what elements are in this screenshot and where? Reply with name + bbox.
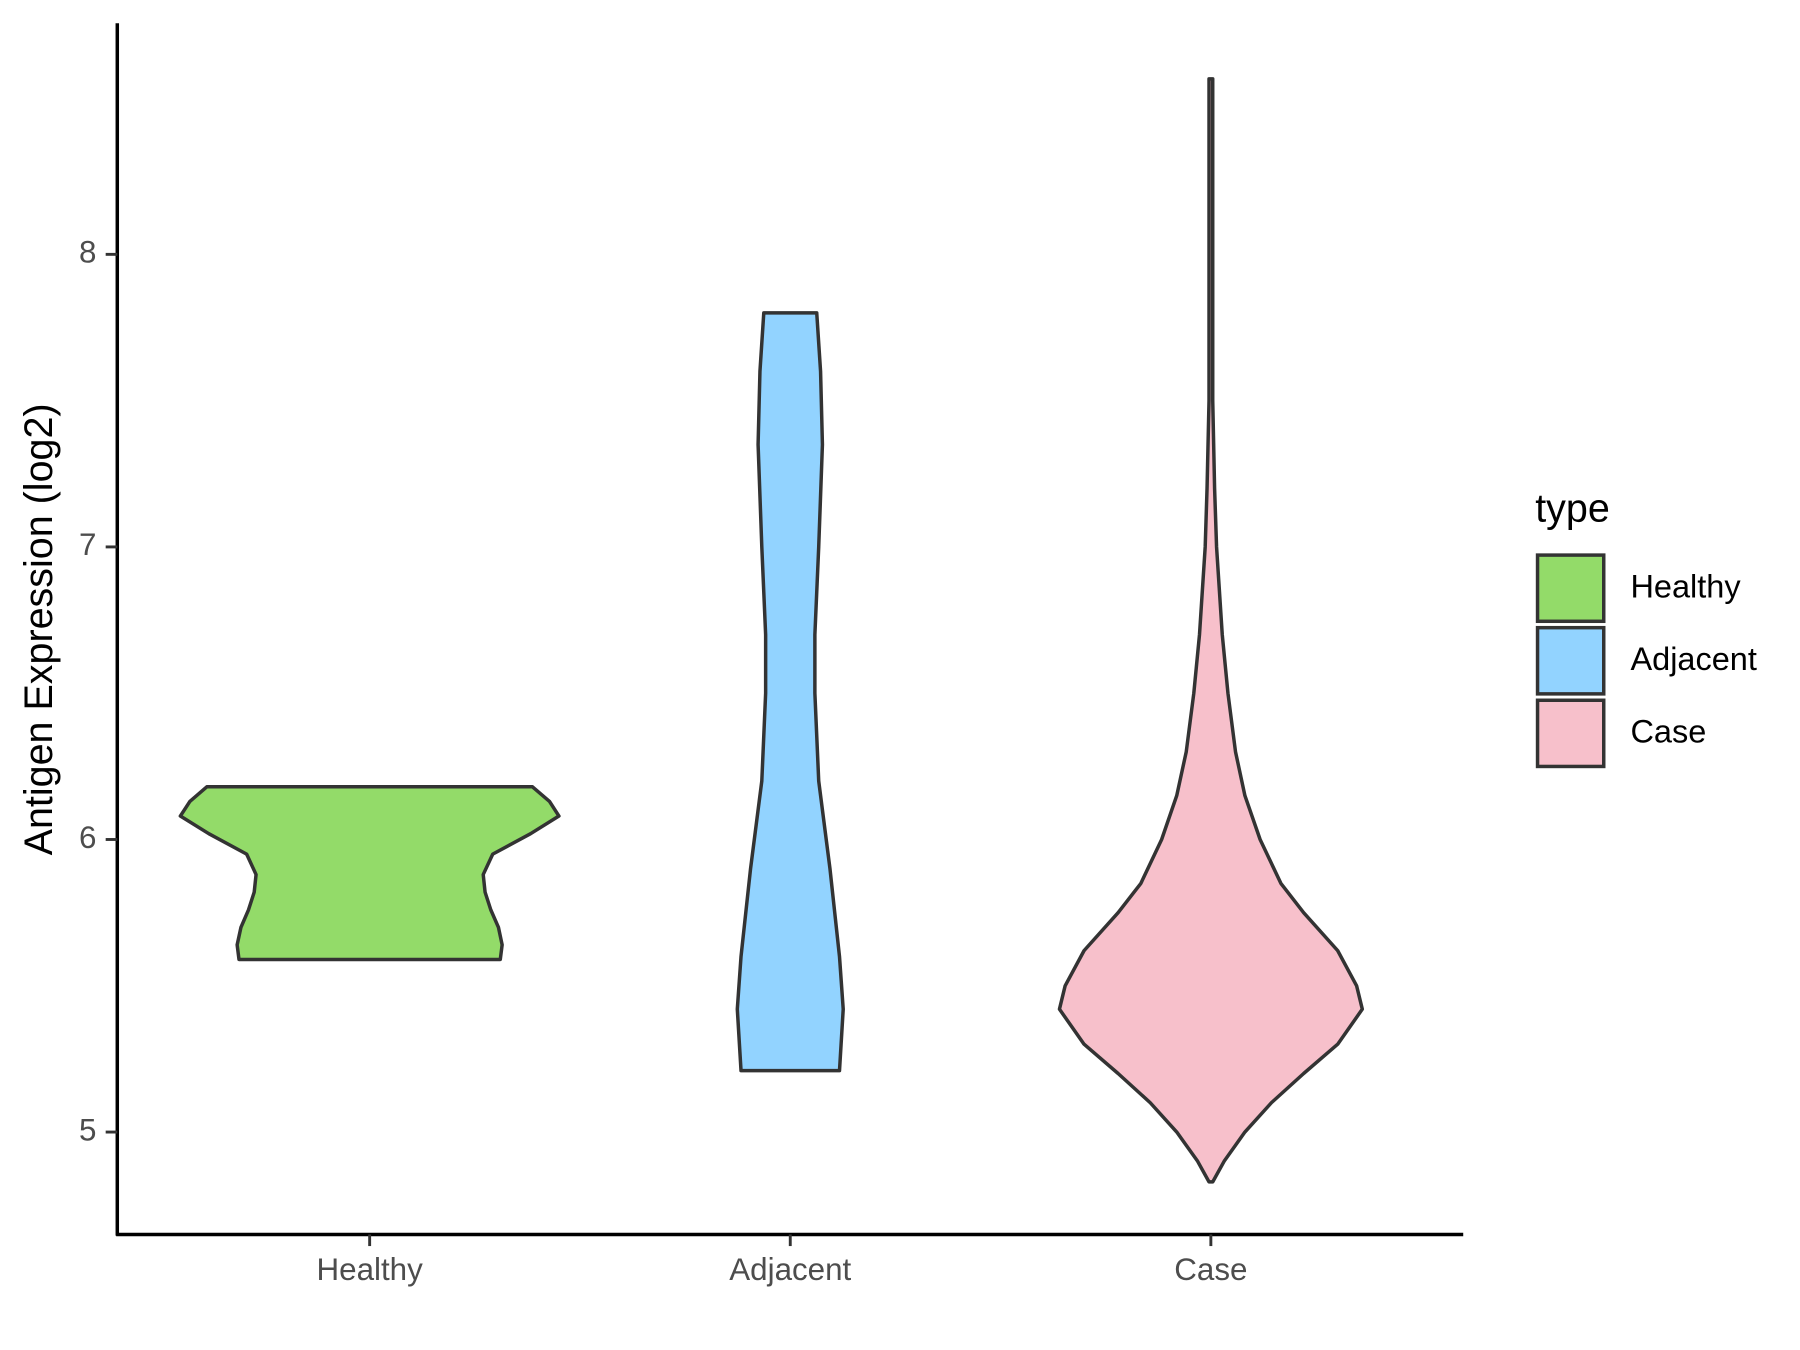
legend-key	[1535, 698, 1606, 769]
legend-label: Adjacent	[1630, 641, 1756, 677]
legend-key	[1535, 553, 1606, 624]
x-tick-label: Case	[1174, 1252, 1247, 1287]
violin	[1057, 77, 1365, 1184]
legend-title: type	[1535, 486, 1610, 530]
violin	[178, 785, 561, 962]
legend-label: Healthy	[1630, 568, 1741, 604]
legend-key	[1535, 625, 1606, 696]
x-tick-label: Healthy	[317, 1252, 424, 1287]
y-axis-title: Antigen Expression (log2)	[17, 403, 61, 855]
violin	[735, 311, 845, 1073]
y-tick-label: 5	[79, 1112, 96, 1147]
y-tick-label: 8	[79, 235, 96, 270]
y-tick-label: 7	[79, 527, 96, 562]
legend-label: Case	[1630, 714, 1706, 750]
y-tick-label: 6	[79, 820, 96, 855]
x-tick-label: Adjacent	[729, 1252, 851, 1287]
